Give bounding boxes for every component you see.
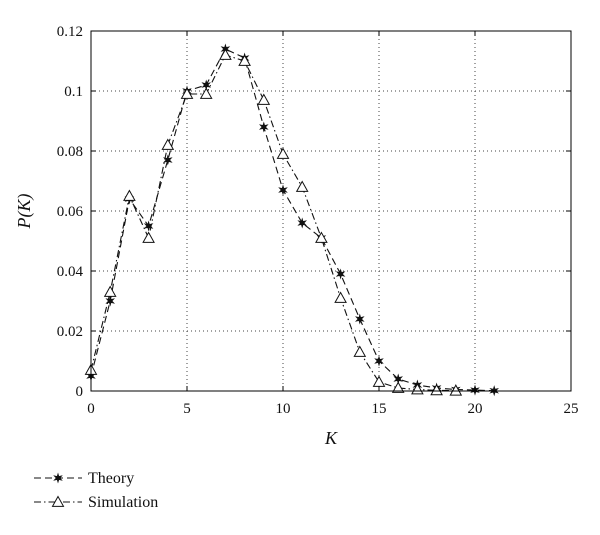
y-tick-label: 0.1: [64, 84, 83, 100]
data-point-simulation: [315, 231, 328, 243]
grid: [91, 31, 571, 391]
legend-item-simulation: Simulation: [34, 494, 158, 511]
ticks: 0 5 10 15 20 25 0 0.02 0.04 0.06 0.08 0.1 0.12: [57, 24, 579, 417]
legend-label: Simulation: [88, 494, 158, 511]
x-tick-label: 10: [276, 401, 291, 417]
y-tick-label: 0: [76, 384, 84, 400]
data-point-simulation: [334, 291, 347, 303]
data-point-simulation: [142, 231, 155, 243]
legend-marker: [51, 495, 65, 507]
series-layer: [84, 43, 499, 397]
data-point-simulation: [180, 87, 194, 99]
data-point-theory: [297, 217, 307, 229]
series-line-theory: [90, 48, 495, 392]
data-point-simulation: [257, 93, 271, 105]
data-point-theory: [143, 220, 154, 232]
data-point-simulation: [199, 87, 213, 99]
y-tick-label: 0.06: [57, 204, 84, 220]
series-simulation: [84, 48, 463, 396]
data-point-simulation: [372, 375, 386, 387]
data-point-simulation: [430, 383, 443, 396]
data-point-simulation: [353, 345, 367, 357]
data-point-simulation: [238, 54, 251, 66]
data-point-simulation: [276, 147, 290, 159]
y-tick-label: 0.04: [57, 264, 84, 280]
data-point-theory: [374, 355, 384, 367]
series-line-simulation: [90, 54, 456, 392]
x-tick-label: 5: [183, 401, 191, 417]
data-point-theory: [259, 121, 269, 133]
data-point-theory: [355, 313, 365, 325]
data-point-simulation: [103, 285, 117, 297]
data-point-theory: [335, 268, 346, 280]
x-axis-label: K: [324, 428, 338, 448]
data-point-simulation: [449, 384, 463, 396]
data-point-theory: [105, 295, 115, 307]
legend-label: Theory: [88, 470, 134, 487]
data-point-simulation: [161, 138, 175, 150]
data-point-theory: [278, 184, 288, 196]
x-tick-label: 15: [372, 401, 387, 417]
x-tick-label: 0: [87, 401, 95, 417]
legend: Theory Simulation: [34, 470, 158, 511]
x-tick-label: 25: [564, 401, 579, 417]
series-theory: [86, 43, 499, 397]
legend-item-theory: Theory: [34, 470, 134, 487]
y-tick-label: 0.12: [57, 24, 83, 40]
legend-marker: [53, 472, 63, 484]
data-point-simulation: [123, 189, 136, 201]
data-point-theory: [163, 154, 173, 166]
y-tick-label: 0.08: [57, 144, 83, 160]
data-point-simulation: [295, 180, 309, 192]
x-tick-label: 20: [468, 401, 483, 417]
y-tick-label: 0.02: [57, 324, 83, 340]
y-axis-label: P(K): [14, 194, 35, 230]
data-point-simulation: [391, 381, 405, 393]
data-point-simulation: [219, 48, 232, 60]
